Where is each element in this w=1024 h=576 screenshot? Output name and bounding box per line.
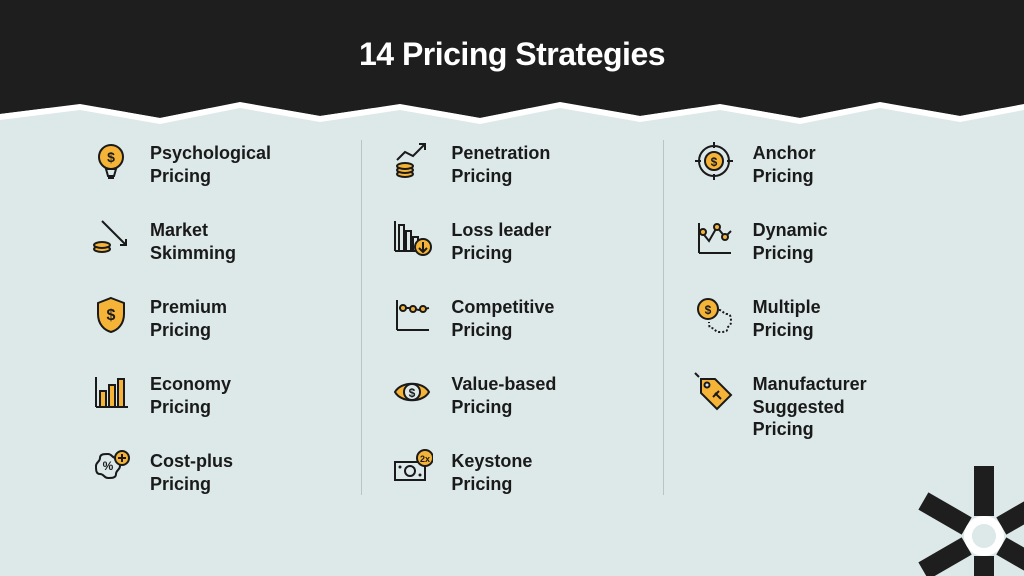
target-dollar-icon: $ bbox=[693, 140, 735, 182]
coins-stack-icon: $ bbox=[693, 294, 735, 336]
svg-text:%: % bbox=[103, 459, 114, 473]
svg-text:$: $ bbox=[107, 307, 116, 324]
strategy-item: $ PsychologicalPricing bbox=[90, 140, 331, 187]
strategy-label: PsychologicalPricing bbox=[150, 140, 271, 187]
eye-dollar-icon: $ bbox=[391, 371, 433, 413]
strategy-item: PenetrationPricing bbox=[391, 140, 632, 187]
chart-up-coins-icon bbox=[391, 140, 433, 182]
strategy-item: CompetitivePricing bbox=[391, 294, 632, 341]
shield-dollar-icon: $ bbox=[90, 294, 132, 336]
strategy-label: Loss leaderPricing bbox=[451, 217, 551, 264]
column-3: $ AnchorPricing DynamicPricing $ Multipl… bbox=[663, 140, 964, 495]
chart-zigzag-icon bbox=[693, 217, 735, 259]
strategy-item: $ Value-basedPricing bbox=[391, 371, 632, 418]
column-1: $ PsychologicalPricing MarketSkimming $ … bbox=[60, 140, 361, 495]
price-tag-icon bbox=[693, 371, 735, 413]
strategy-label: EconomyPricing bbox=[150, 371, 231, 418]
strategy-label: PremiumPricing bbox=[150, 294, 227, 341]
column-2: PenetrationPricing Loss leaderPricing Co… bbox=[361, 140, 662, 495]
lightbulb-dollar-icon: $ bbox=[90, 140, 132, 182]
chart-down-coins-icon bbox=[90, 217, 132, 259]
svg-text:$: $ bbox=[107, 149, 115, 165]
strategy-item: 2x KeystonePricing bbox=[391, 448, 632, 495]
strategy-label: ManufacturerSuggestedPricing bbox=[753, 371, 867, 441]
corner-star-decoration bbox=[904, 456, 1024, 576]
torn-edge-decoration bbox=[0, 96, 1024, 126]
chart-dots-icon bbox=[391, 294, 433, 336]
strategy-item: ManufacturerSuggestedPricing bbox=[693, 371, 934, 441]
strategy-label: MarketSkimming bbox=[150, 217, 236, 264]
strategy-item: $ MultiplePricing bbox=[693, 294, 934, 341]
svg-text:$: $ bbox=[710, 155, 717, 169]
strategy-item: DynamicPricing bbox=[693, 217, 934, 264]
strategy-item: % Cost-plusPricing bbox=[90, 448, 331, 495]
strategy-item: $ PremiumPricing bbox=[90, 294, 331, 341]
svg-text:$: $ bbox=[704, 303, 711, 317]
bars-up-icon bbox=[90, 371, 132, 413]
bars-down-arrow-icon bbox=[391, 217, 433, 259]
strategy-label: Value-basedPricing bbox=[451, 371, 556, 418]
strategy-label: AnchorPricing bbox=[753, 140, 816, 187]
cash-2x-icon: 2x bbox=[391, 448, 433, 490]
strategy-item: $ AnchorPricing bbox=[693, 140, 934, 187]
strategy-item: Loss leaderPricing bbox=[391, 217, 632, 264]
strategy-label: KeystonePricing bbox=[451, 448, 532, 495]
strategy-label: PenetrationPricing bbox=[451, 140, 550, 187]
strategy-label: DynamicPricing bbox=[753, 217, 828, 264]
svg-text:2x: 2x bbox=[420, 454, 430, 464]
percent-plus-icon: % bbox=[90, 448, 132, 490]
strategy-item: EconomyPricing bbox=[90, 371, 331, 418]
strategy-label: MultiplePricing bbox=[753, 294, 821, 341]
page-header: 14 Pricing Strategies bbox=[0, 0, 1024, 108]
svg-text:$: $ bbox=[409, 386, 416, 400]
strategy-label: CompetitivePricing bbox=[451, 294, 554, 341]
strategies-grid: $ PsychologicalPricing MarketSkimming $ … bbox=[60, 140, 964, 495]
strategy-item: MarketSkimming bbox=[90, 217, 331, 264]
strategy-label: Cost-plusPricing bbox=[150, 448, 233, 495]
page-title: 14 Pricing Strategies bbox=[359, 36, 665, 73]
